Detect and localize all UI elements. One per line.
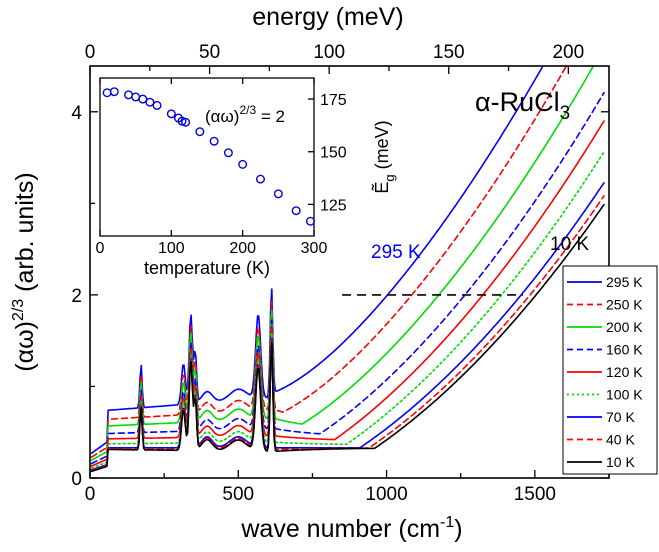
- top-tick-label: 50: [199, 42, 220, 63]
- inset-data-point: [238, 159, 248, 169]
- top-tick-label: 150: [433, 42, 465, 63]
- inset-y-axis-label: Ẽg (meV): [371, 120, 397, 193]
- x-tick-label: 1500: [514, 484, 556, 505]
- inset-chart: 0 100 200 300 125 150 175 (αω)2/3 = 2 temperat…: [96, 77, 397, 278]
- y-tick-label: 0: [71, 469, 82, 490]
- inset-x-tick-label: 0: [96, 240, 105, 257]
- legend-label: 160 K: [606, 342, 643, 358]
- x-axis-label: wave number (cm-1): [240, 514, 462, 543]
- inset-x-tick-label: 300: [301, 240, 328, 257]
- legend-label: 200 K: [606, 319, 643, 335]
- x-tick-label: 500: [222, 484, 254, 505]
- inset-y-tick-label: 125: [320, 197, 347, 214]
- inset-annotation-value: = 2: [256, 107, 285, 126]
- x-axis-label-main: wave number (cm: [240, 515, 440, 543]
- inset-x-tick-label: 200: [229, 240, 256, 257]
- inset-data-point: [181, 117, 191, 127]
- legend-label: 70 K: [606, 409, 635, 425]
- material-label: α-RuCl3: [475, 87, 570, 124]
- inset-annotation-exponent: 2/3: [239, 103, 256, 117]
- inset-data-point: [166, 109, 176, 119]
- series-line-160k: [90, 91, 605, 465]
- inset-y-axis-subscript: g: [382, 174, 397, 181]
- inset-data-point: [109, 87, 119, 97]
- x-axis-label-close: ): [454, 515, 462, 543]
- legend: 295 K 250 K 200 K 160 K 120 K 100 K 70 K 40 K 10…: [562, 265, 658, 475]
- legend-label: 40 K: [606, 432, 635, 448]
- series-line-295k: [90, 66, 544, 454]
- material-subscript: 3: [560, 103, 571, 124]
- top-axis-label: energy (meV): [252, 3, 403, 31]
- inset-y-axis-unit: (meV): [372, 120, 392, 174]
- legend-label: 100 K: [606, 387, 643, 403]
- inset-data-point: [256, 174, 266, 184]
- inset-data-point: [209, 136, 219, 146]
- series-line-250k: [90, 66, 568, 458]
- legend-label: 295 K: [606, 274, 643, 290]
- y-tick-label: 2: [71, 286, 82, 307]
- legend-label: 250 K: [606, 297, 643, 313]
- y-axis-label-main: (αω): [11, 321, 39, 372]
- inset-x-tick-label: 100: [158, 240, 185, 257]
- top-tick-label: 200: [552, 42, 584, 63]
- series-layer: [90, 66, 605, 473]
- inset-ticks: 0 100 200 300 125 150 175: [96, 78, 347, 257]
- inset-y-axis-symbol: Ẽ: [371, 182, 392, 194]
- inset-data-point: [305, 216, 315, 226]
- top-tick-label: 0: [85, 42, 96, 63]
- inset-x-axis-label: temperature (K): [144, 258, 270, 278]
- annotation-10k: 10 K: [550, 234, 589, 255]
- x-tick-label: 0: [85, 484, 96, 505]
- y-axis-label: (αω)2/3 (arb. units): [10, 172, 39, 371]
- legend-label: 120 K: [606, 364, 643, 380]
- series-line-10k: [90, 203, 605, 473]
- inset-data-point: [223, 148, 233, 158]
- legend-label: 10 K: [606, 454, 635, 470]
- annotation-295k: 295 K: [371, 242, 421, 263]
- series-line-120k: [90, 120, 605, 467]
- inset-data-point: [138, 94, 148, 104]
- inset-points: [102, 87, 315, 226]
- inset-data-point: [177, 116, 187, 126]
- top-tick-label: 100: [313, 42, 345, 63]
- x-tick-label: 1000: [365, 484, 407, 505]
- inset-data-point: [195, 127, 205, 137]
- inset-frame: [99, 77, 315, 237]
- x-axis-label-exponent: -1: [440, 514, 454, 531]
- inset-y-tick-label: 175: [320, 92, 347, 109]
- inset-y-tick-label: 150: [320, 145, 347, 162]
- series-line-200k: [90, 66, 595, 461]
- y-tick-label: 4: [71, 103, 82, 124]
- y-axis-label-exponent: 2/3: [10, 299, 27, 321]
- inset-annotation: (αω)2/3 = 2: [205, 103, 285, 126]
- inset-data-point: [145, 97, 155, 107]
- inset-annotation-base: (αω): [205, 107, 239, 126]
- inset-data-point: [273, 189, 283, 199]
- inset-data-point: [152, 100, 162, 110]
- series-line-100k: [90, 151, 605, 469]
- inset-data-point: [291, 206, 301, 216]
- material-formula: α-RuCl: [475, 87, 560, 117]
- y-axis-label-rest: (arb. units): [11, 172, 39, 298]
